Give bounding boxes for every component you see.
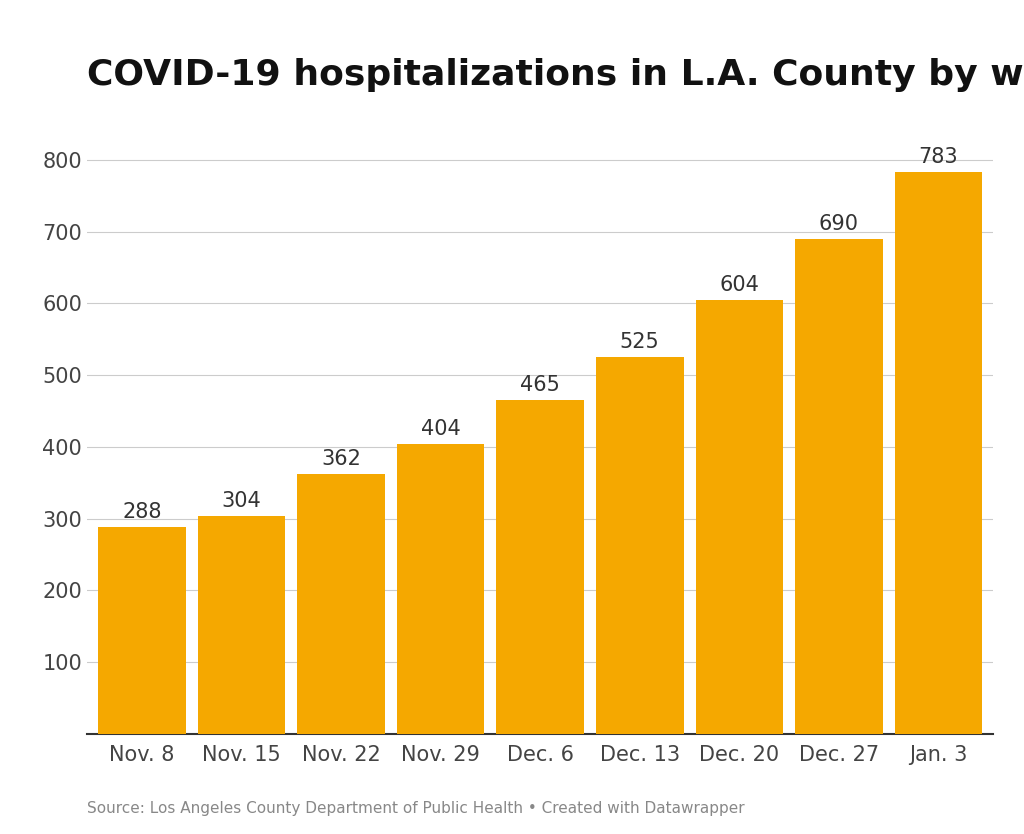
Bar <box>695 300 783 734</box>
Text: Source: Los Angeles County Department of Public Health • Created with Datawrappe: Source: Los Angeles County Department of… <box>87 801 744 816</box>
Bar <box>98 527 185 734</box>
Bar <box>396 444 484 734</box>
Bar <box>795 239 883 734</box>
Text: 525: 525 <box>620 332 659 352</box>
Bar <box>198 515 286 734</box>
Text: 783: 783 <box>919 147 958 167</box>
Bar <box>596 357 684 734</box>
Text: 465: 465 <box>520 375 560 395</box>
Text: 604: 604 <box>720 275 759 295</box>
Text: 404: 404 <box>421 419 461 439</box>
Text: COVID-19 hospitalizations in L.A. County by week: COVID-19 hospitalizations in L.A. County… <box>87 58 1024 93</box>
Text: 690: 690 <box>819 214 859 234</box>
Text: 304: 304 <box>221 490 261 510</box>
Text: 288: 288 <box>122 502 162 522</box>
Bar <box>297 475 385 734</box>
Bar <box>895 172 982 734</box>
Bar <box>497 400 584 734</box>
Text: 362: 362 <box>322 450 360 469</box>
